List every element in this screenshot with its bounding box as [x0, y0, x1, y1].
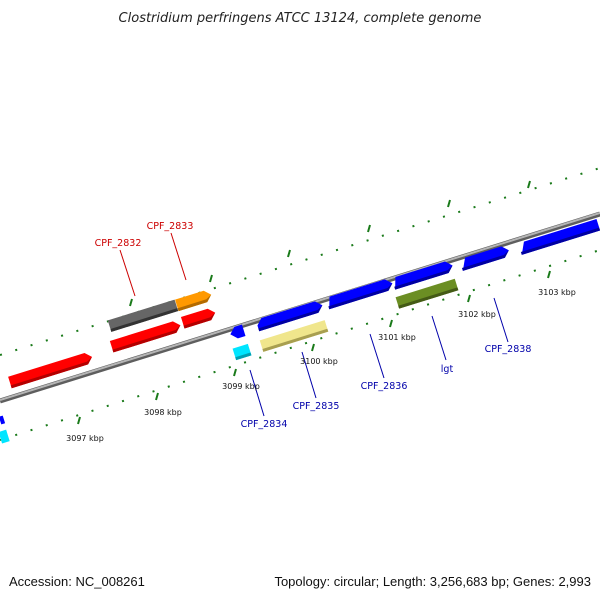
leader-line-cpf-2832 — [119, 249, 136, 297]
major-tick — [447, 199, 451, 208]
outer-tick-track — [0, 167, 600, 356]
major-tick — [467, 294, 471, 303]
major-tick — [233, 368, 237, 377]
feature-cds-blue-2 — [257, 301, 323, 332]
leader-line-cpf-2836 — [369, 333, 385, 379]
gene-label-cpf-2834[interactable]: CPF_2834 — [241, 419, 288, 430]
feature-cds-orange — [175, 290, 212, 312]
feature-cds-blue-1 — [230, 324, 246, 339]
leader-line-lgt — [431, 315, 447, 361]
leader-line-cpf-2833 — [170, 232, 187, 281]
reverse-features — [0, 278, 459, 444]
outer-major-ticks — [129, 180, 531, 307]
feature-cds-blue-3 — [328, 279, 393, 310]
map-title: Clostridium perfringens ATCC 13124, comp… — [119, 11, 482, 26]
scale-labels: 3097 kbp 3098 kbp 3099 kbp 3100 kbp 3101… — [66, 288, 576, 443]
kbp-label: 3097 kbp — [66, 434, 104, 443]
feature-cds-blue-5 — [461, 246, 509, 271]
kbp-label: 3101 kbp — [378, 333, 416, 342]
forward-features — [8, 218, 600, 389]
feature-cds-blue-4 — [394, 261, 453, 290]
feature-cds-cyan-1 — [232, 343, 252, 361]
major-tick — [287, 249, 291, 258]
kbp-label: 3102 kbp — [458, 310, 496, 319]
leader-line-cpf-2838 — [493, 297, 509, 343]
feature-cds-olive — [395, 278, 459, 309]
kbp-label: 3099 kbp — [222, 382, 260, 391]
major-tick — [389, 319, 393, 328]
inner-major-ticks — [77, 270, 551, 425]
gene-label-cpf-2838[interactable]: CPF_2838 — [485, 344, 532, 355]
feature-cds-gray — [107, 299, 179, 332]
kbp-label: 3098 kbp — [144, 408, 182, 417]
gene-labels: CPF_2832 CPF_2833 CPF_2834 CPF_2835 CPF_… — [95, 221, 532, 430]
kbp-label: 3103 kbp — [538, 288, 576, 297]
accession-text: Accession: NC_008261 — [9, 574, 145, 589]
feature-cds-blue-6 — [520, 218, 600, 255]
leader-line-cpf-2834 — [249, 369, 265, 417]
feature-cds-red-2 — [109, 321, 181, 353]
major-tick — [77, 416, 81, 425]
gene-label-cpf-2836[interactable]: CPF_2836 — [361, 381, 408, 392]
gene-label-cpf-2833[interactable]: CPF_2833 — [147, 221, 194, 232]
feature-cds-khaki — [259, 320, 329, 352]
major-tick — [367, 224, 371, 233]
major-tick — [527, 180, 531, 189]
leader-lines — [119, 232, 509, 417]
gene-label-cpf-2832[interactable]: CPF_2832 — [95, 238, 142, 249]
leader-line-cpf-2835 — [301, 351, 317, 399]
major-tick — [209, 274, 213, 283]
gene-label-lgt[interactable]: lgt — [441, 364, 454, 375]
major-tick — [155, 392, 159, 401]
major-tick — [311, 343, 315, 352]
feature-cds-red-3 — [180, 308, 216, 329]
feature-cds-cyan-2 — [0, 429, 10, 444]
outer-minor-ticks — [0, 167, 600, 356]
feature-cds-blue-edge — [0, 415, 6, 425]
genome-summary-text: Topology: circular; Length: 3,256,683 bp… — [274, 574, 591, 589]
kbp-label: 3100 kbp — [300, 357, 338, 366]
major-tick — [129, 298, 133, 307]
major-tick — [547, 270, 551, 279]
gene-label-cpf-2835[interactable]: CPF_2835 — [293, 401, 340, 412]
feature-cds-red-1 — [8, 352, 93, 389]
